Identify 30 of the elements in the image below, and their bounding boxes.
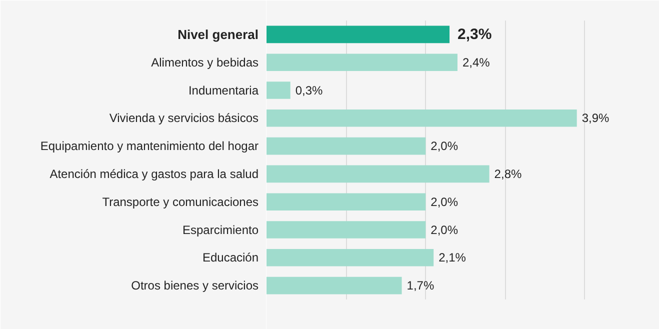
bar xyxy=(266,221,426,238)
y-tick-label: Atención médica y gastos para la salud xyxy=(50,166,259,181)
bar xyxy=(266,193,426,210)
bar xyxy=(266,54,458,71)
bar xyxy=(266,82,290,99)
data-label: 2,0% xyxy=(430,222,458,237)
y-tick-label: Equipamiento y mantenimiento del hogar xyxy=(40,139,259,154)
bar xyxy=(266,137,426,155)
y-tick-label: Otros bienes y servicios xyxy=(131,278,259,293)
data-label: 3,9% xyxy=(582,111,610,126)
y-tick-label: Esparcimiento xyxy=(182,222,259,237)
y-tick-label: Transporte y comunicaciones xyxy=(102,194,259,209)
y-tick-label: Indumentaria xyxy=(188,83,259,98)
y-tick-label: Alimentos y bebidas xyxy=(151,55,258,70)
data-label: 2,0% xyxy=(430,139,458,154)
bar xyxy=(266,249,434,266)
data-label: 2,8% xyxy=(494,166,522,181)
data-label: 2,0% xyxy=(430,194,458,209)
bar xyxy=(266,26,450,44)
y-tick-label: Vivienda y servicios básicos xyxy=(109,111,259,126)
y-tick-label: Nivel general xyxy=(178,26,259,42)
data-label: 2,1% xyxy=(438,250,466,265)
bar xyxy=(266,165,490,183)
bar xyxy=(266,110,577,127)
data-label: 2,3% xyxy=(458,26,492,43)
bar xyxy=(266,276,402,294)
data-label: 0,3% xyxy=(295,83,324,98)
data-label: 1,7% xyxy=(406,278,434,293)
y-tick-label: Educación xyxy=(202,250,259,265)
data-label: 2,4% xyxy=(462,55,490,70)
